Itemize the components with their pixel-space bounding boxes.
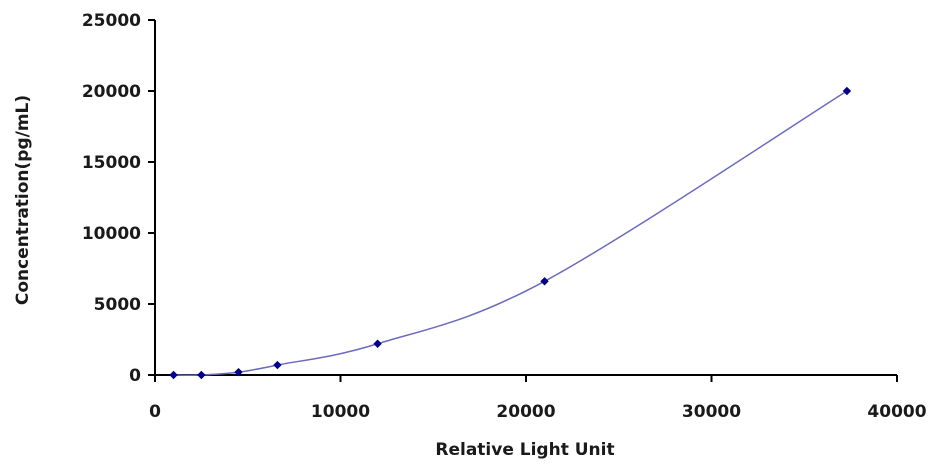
y-tick-label: 15000 [82, 153, 141, 173]
x-axis-title: Relative Light Unit [435, 440, 614, 460]
y-tick-label: 10000 [82, 224, 141, 244]
x-tick-label: 20000 [496, 402, 555, 422]
data-point-marker [197, 370, 206, 380]
x-tick-label: 30000 [682, 402, 741, 422]
series-curve [173, 90, 848, 376]
data-point-marker [273, 360, 282, 370]
y-tick-label: 5000 [94, 295, 141, 315]
y-axis-title: Concentration(pg/mL) [13, 95, 33, 305]
y-tick-label: 0 [129, 366, 141, 386]
y-axis-title-group: Concentration(pg/mL) [13, 95, 33, 305]
series [169, 86, 852, 380]
x-tick-label: 40000 [867, 402, 926, 422]
data-point-marker [234, 367, 243, 377]
y-tick-label: 25000 [82, 11, 141, 31]
x-tick-label: 10000 [311, 402, 370, 422]
y-tick-label: 20000 [82, 82, 141, 102]
ticks: 0 5000 10000 15000 20000 25000 0 10000 20000 3000… [82, 11, 927, 422]
data-point-marker [169, 370, 178, 380]
data-point-marker [373, 339, 382, 348]
data-point-marker [842, 86, 852, 96]
data-point-marker [540, 277, 549, 286]
axes [154, 20, 897, 376]
x-tick-label: 0 [149, 402, 161, 422]
